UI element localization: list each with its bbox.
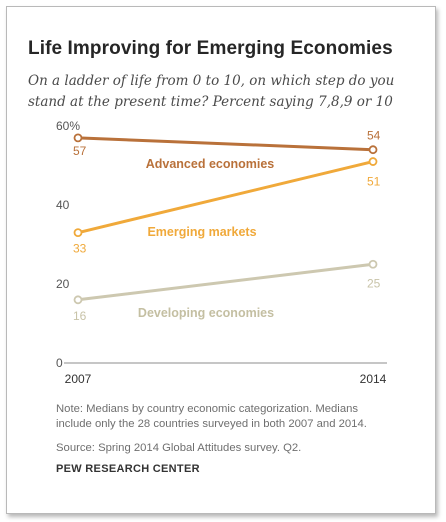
data-point-marker [73, 133, 83, 143]
chart-note: Note: Medians by country economic catego… [56, 403, 367, 430]
x-tick-label: 2014 [360, 372, 387, 386]
y-tick-label: 20 [56, 277, 70, 291]
y-tick-label: 60% [56, 119, 80, 133]
data-label: 25 [367, 276, 381, 290]
chart-title: Life Improving for Emerging Economies [28, 38, 393, 59]
series-line-0 [76, 136, 375, 152]
data-label: 57 [73, 144, 87, 158]
data-point-marker [368, 145, 378, 155]
data-point-marker [73, 295, 83, 305]
data-point-marker [73, 228, 83, 238]
data-point-marker [368, 157, 378, 166]
y-tick-label: 40 [56, 198, 70, 212]
series-label: Advanced economies [146, 157, 275, 171]
series-label: Developing economies [138, 306, 274, 320]
organization-credit: PEW RESEARCH CENTER [56, 463, 200, 475]
data-point-marker [368, 259, 378, 269]
x-tick-label: 2007 [65, 372, 92, 386]
series-line-1 [76, 160, 375, 235]
chart-source: Source: Spring 2014 Global Attitudes sur… [56, 442, 302, 454]
series-label: Emerging markets [147, 225, 256, 239]
chart-frame [6, 6, 436, 514]
series-line-2 [76, 262, 375, 302]
y-tick-label: 0 [56, 356, 63, 370]
chart-subtitle: On a ladder of life from 0 to 10, on whi… [28, 73, 395, 110]
data-label: 54 [367, 129, 381, 143]
data-label: 51 [367, 175, 381, 189]
data-label: 16 [73, 309, 87, 323]
data-label: 33 [73, 242, 87, 256]
